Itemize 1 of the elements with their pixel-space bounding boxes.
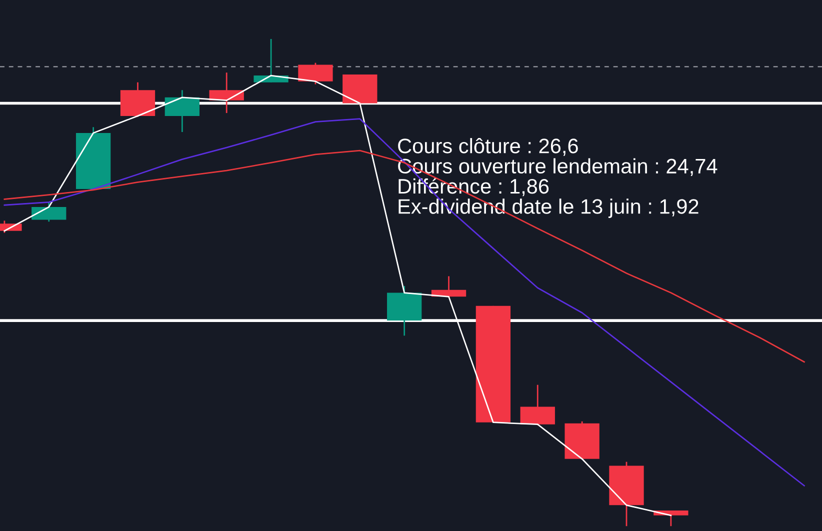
annotation: Cours clôture : 26,6 [398, 138, 578, 156]
